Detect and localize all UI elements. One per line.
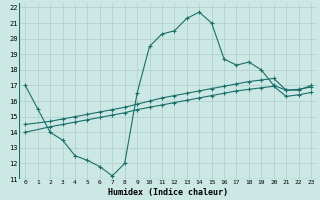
X-axis label: Humidex (Indice chaleur): Humidex (Indice chaleur) [108, 188, 228, 197]
